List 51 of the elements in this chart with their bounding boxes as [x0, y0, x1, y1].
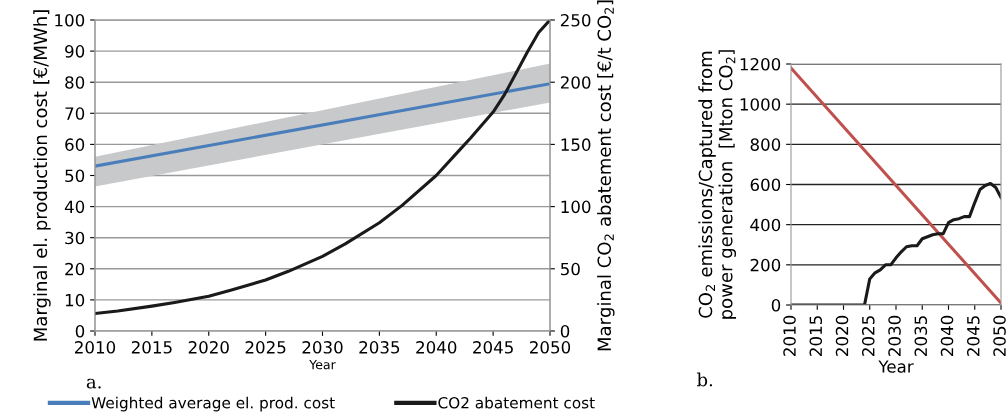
x-tick-label: 2030 — [888, 315, 901, 356]
legend-label: Weighted average el. prod. cost — [91, 396, 335, 412]
y-tick-label: 30 — [65, 231, 85, 245]
y-tick-label: 0 — [771, 298, 781, 312]
x-tick-label: 2035 — [914, 316, 928, 356]
x-tick-label: 2045 — [966, 316, 980, 356]
y2-tick-label: 150 — [561, 138, 591, 151]
y-tick-label: 60 — [65, 138, 85, 151]
x-tick-label: 2030 — [302, 341, 343, 354]
y-tick-label: 100 — [55, 13, 85, 27]
x-tick-label: 2015 — [809, 316, 823, 356]
x-tick-label: 2025 — [861, 316, 875, 356]
text: a. — [86, 378, 101, 389]
legend-label: CO2 abatement cost — [438, 396, 595, 409]
y2-tick-label: 50 — [561, 262, 580, 276]
y-tick-label: 40 — [64, 200, 85, 214]
y2-tick-label: 250 — [560, 13, 591, 27]
x-axis-title: Year — [878, 360, 914, 373]
x-tick-label: 2050 — [993, 315, 1006, 356]
x-tick-label: 2050 — [530, 341, 571, 354]
y-tick-label: 90 — [65, 45, 85, 58]
y-tick-label: 0 — [75, 324, 85, 338]
x-tick-label: 2010 — [783, 315, 796, 356]
x-tick-label: 2040 — [940, 315, 954, 356]
y2-tick-label: 200 — [560, 76, 591, 89]
y-tick-label: 400 — [750, 218, 781, 232]
x-tick-label: 2020 — [188, 341, 229, 354]
y2-tick-label: 0 — [560, 324, 570, 338]
x-tick-label: 2025 — [245, 341, 286, 354]
y-tick-label: 10 — [65, 293, 85, 307]
x-tick-label: 2045 — [473, 341, 513, 354]
x-tick-label: 2015 — [131, 341, 172, 354]
y-tick-label: 1200 — [740, 57, 781, 71]
y2-tick-label: 100 — [561, 200, 591, 214]
y-tick-label: 600 — [750, 178, 781, 192]
y-tick-label: 800 — [750, 138, 781, 151]
x-tick-label: 2020 — [835, 315, 849, 356]
y-tick-label: 200 — [750, 258, 781, 272]
x-tick-label: 2035 — [359, 341, 400, 354]
y-tick-label: 70 — [65, 107, 85, 120]
y-tick-label: 20 — [65, 262, 85, 276]
y-tick-label: 80 — [65, 76, 85, 89]
y-axis-title: Marginal el. production cost [€/MWh] — [33, 10, 51, 341]
x-tick-label: 2040 — [416, 341, 457, 354]
y-tick-label: 1000 — [740, 98, 781, 111]
x-axis-title: Year — [309, 360, 336, 370]
y2-axis-title: Marginal CO$_{2}$ abatement cost [€/t CO$_{2}$] — [597, 0, 615, 351]
x-tick-label: 2010 — [75, 341, 116, 354]
text: b. — [697, 372, 713, 387]
y-tick-label: 50 — [65, 169, 85, 183]
y-axis-title: CO$_{2}$ emissions/Captured from power generation [Mton CO$_{2}$] — [698, 50, 737, 319]
